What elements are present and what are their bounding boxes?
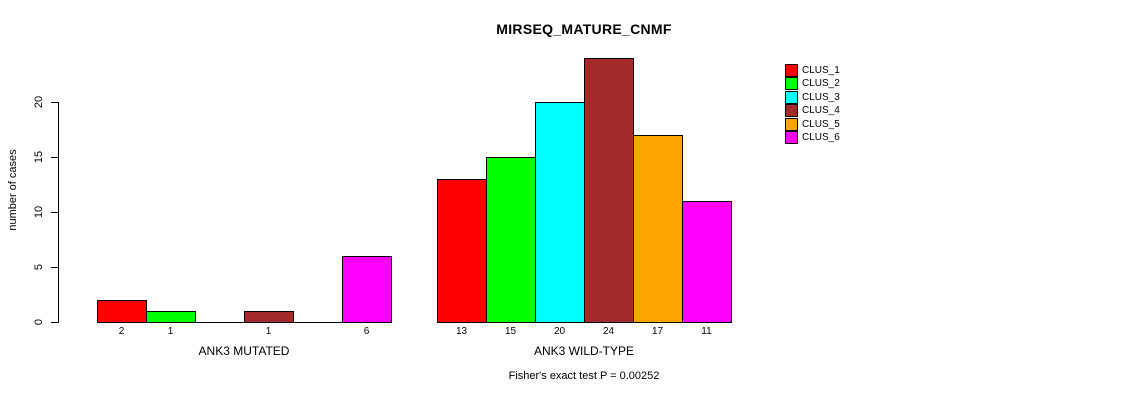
y-tick-label: 5	[33, 263, 45, 271]
legend-swatch-clus_3	[785, 90, 798, 104]
y-tick-label: 10	[33, 205, 45, 219]
x-axis-group-label: ANK3 MUTATED	[198, 344, 290, 358]
legend-label: CLUS_2	[802, 78, 840, 90]
bar-clus_1	[97, 300, 147, 323]
bar-clus_6	[342, 256, 392, 323]
bar-value-label: 17	[651, 326, 664, 337]
chart-title: MIRSEQ_MATURE_CNMF	[496, 21, 672, 37]
legend-label: CLUS_1	[802, 65, 840, 76]
bar-value-label: 1	[265, 326, 272, 337]
y-tick	[51, 267, 58, 268]
legend-swatch-clus_6	[785, 131, 798, 144]
bar-value-label: 11	[701, 326, 712, 337]
y-tick	[51, 157, 58, 158]
annotation-text: Fisher's exact test P = 0.00252	[508, 370, 660, 382]
bar-clus_3	[535, 102, 585, 323]
y-tick-label: 15	[33, 150, 45, 164]
bar-value-label: 20	[553, 326, 566, 337]
bar-clus_2	[146, 311, 196, 323]
bar-clus_4	[584, 58, 634, 323]
bar-clus_4	[244, 311, 294, 323]
y-tick-label: 20	[33, 95, 45, 109]
y-axis-label: number of cases	[7, 149, 19, 231]
legend-label: CLUS_4	[802, 105, 840, 117]
bar-value-label: 24	[602, 326, 615, 337]
y-tick-label: 0	[33, 318, 45, 326]
legend-label: CLUS_5	[802, 118, 840, 130]
legend-label: CLUS_6	[802, 132, 840, 143]
y-tick	[51, 102, 58, 103]
y-axis-line	[58, 102, 59, 323]
bar-value-label: 15	[504, 326, 517, 337]
legend-swatch-clus_1	[785, 64, 798, 77]
y-tick	[51, 212, 58, 213]
bar-value-label: 13	[455, 326, 468, 337]
bar-value-label: 6	[363, 326, 370, 337]
bar-clus_5	[633, 135, 683, 323]
bar-value-label: 2	[118, 326, 125, 337]
legend-swatch-clus_4	[785, 104, 798, 118]
bar-clus_6	[682, 201, 732, 323]
y-tick	[51, 322, 58, 323]
bar-clus_2	[486, 157, 536, 323]
legend-label: CLUS_3	[802, 91, 840, 103]
legend-swatch-clus_5	[785, 117, 798, 131]
x-axis-group-label: ANK3 WILD-TYPE	[533, 344, 635, 358]
legend-swatch-clus_2	[785, 77, 798, 91]
bar-value-label: 1	[167, 326, 174, 337]
bar-clus_1	[437, 179, 487, 323]
